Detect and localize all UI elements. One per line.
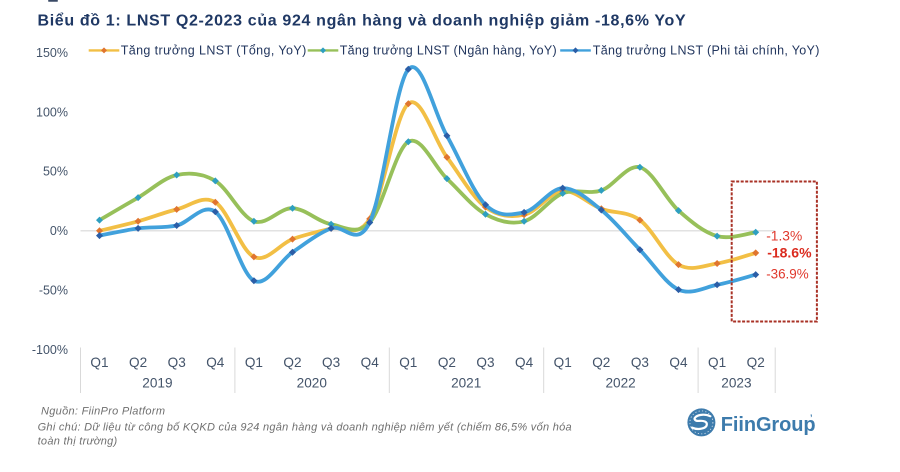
- svg-text:100%: 100%: [36, 105, 68, 119]
- svg-text:Q1: Q1: [245, 355, 263, 370]
- svg-text:Biểu đồ 1: LNST Q2-2023 của 92: Biểu đồ 1: LNST Q2-2023 của 924 ngân hàn…: [38, 11, 687, 29]
- svg-text:150%: 150%: [36, 46, 68, 60]
- svg-text:Q3: Q3: [168, 355, 186, 370]
- svg-text:’: ’: [810, 413, 813, 423]
- svg-text:Nguồn: FiinPro Platform: Nguồn: FiinPro Platform: [41, 406, 165, 418]
- svg-text:Q4: Q4: [515, 355, 534, 370]
- svg-text:0%: 0%: [50, 224, 68, 238]
- svg-text:Q2: Q2: [129, 355, 147, 370]
- svg-text:toàn thị trường): toàn thị trường): [38, 436, 118, 448]
- svg-text:Q1: Q1: [90, 355, 108, 370]
- svg-text:Q1: Q1: [399, 355, 417, 370]
- svg-text:-100%: -100%: [32, 343, 68, 357]
- svg-text:50%: 50%: [43, 165, 68, 179]
- svg-text:Ghi chú: Dữ liệu từ công bố KQ: Ghi chú: Dữ liệu từ công bố KQKD của 924…: [38, 422, 572, 434]
- svg-text:-36.9%: -36.9%: [766, 266, 809, 281]
- svg-text:Tăng trưởng LNST (Tổng, YoY): Tăng trưởng LNST (Tổng, YoY): [121, 43, 307, 57]
- svg-text:Q2: Q2: [592, 355, 610, 370]
- svg-text:Q2: Q2: [283, 355, 301, 370]
- svg-text:2020: 2020: [297, 375, 328, 390]
- svg-text:-18.6%: -18.6%: [767, 245, 812, 261]
- svg-text:2023: 2023: [721, 375, 751, 390]
- svg-text:Q3: Q3: [322, 355, 340, 370]
- svg-text:FiinGroup: FiinGroup: [721, 414, 816, 436]
- svg-text:-50%: -50%: [39, 284, 68, 298]
- svg-text:Tăng trưởng LNST (Ngân hàng, Y: Tăng trưởng LNST (Ngân hàng, YoY): [340, 43, 557, 57]
- svg-text:Q1: Q1: [708, 355, 726, 370]
- svg-text:2019: 2019: [142, 375, 172, 390]
- svg-text:Q3: Q3: [476, 355, 494, 370]
- svg-text:Q2: Q2: [747, 355, 765, 370]
- svg-text:Q2: Q2: [438, 355, 456, 370]
- svg-text:Q1: Q1: [554, 355, 572, 370]
- svg-text:Q3: Q3: [631, 355, 649, 370]
- svg-text:2022: 2022: [605, 375, 635, 390]
- svg-text:2021: 2021: [451, 375, 481, 390]
- svg-text:Q4: Q4: [361, 355, 380, 370]
- svg-text:Tăng trưởng LNST (Phi tài chín: Tăng trưởng LNST (Phi tài chính, YoY): [593, 43, 820, 57]
- svg-text:-1.3%: -1.3%: [766, 229, 802, 244]
- svg-text:Q4: Q4: [669, 355, 688, 370]
- svg-text:Q4: Q4: [206, 355, 225, 370]
